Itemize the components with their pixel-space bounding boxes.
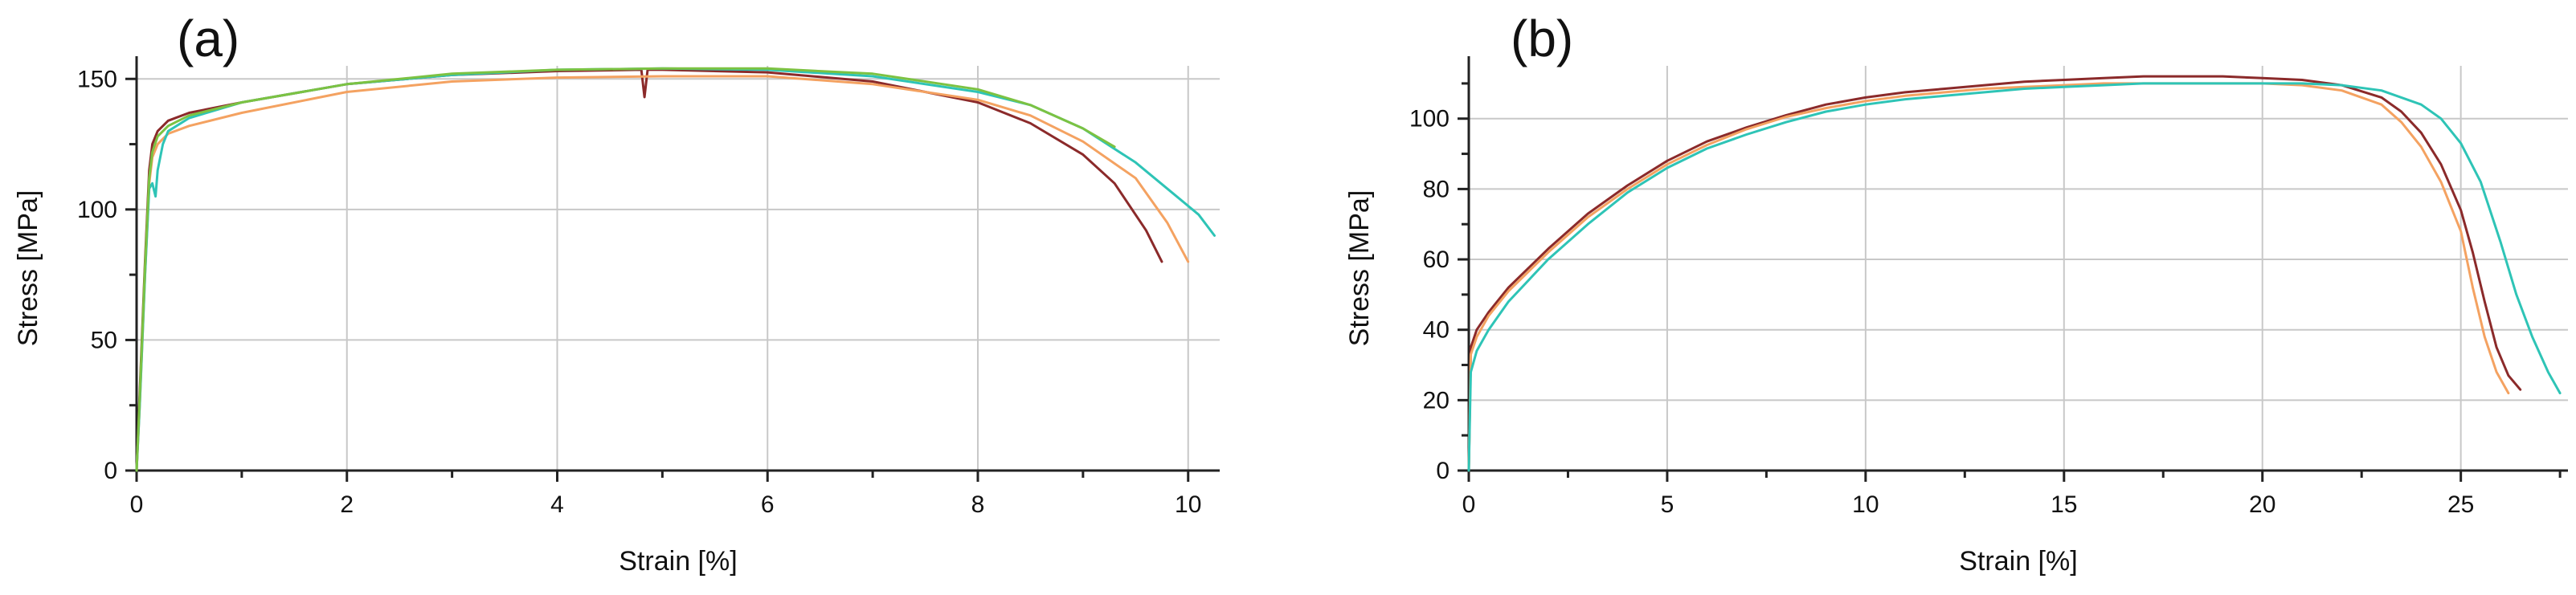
y-tick-label: 0 — [104, 458, 117, 484]
series-line-2 — [135, 75, 1190, 472]
x-tick-label: 0 — [130, 491, 144, 518]
series-line-3 — [135, 67, 1216, 472]
y-axis-label: Stress [MPa] — [1344, 190, 1375, 347]
series-line-4 — [135, 67, 1116, 472]
y-tick-label: 0 — [1436, 458, 1450, 484]
series-line-2 — [1467, 82, 2510, 472]
y-tick-label: 60 — [1423, 247, 1450, 273]
x-axis-label: Strain [%] — [619, 546, 737, 577]
x-tick-label: 5 — [1661, 491, 1674, 518]
y-tick-label: 80 — [1423, 176, 1450, 202]
x-tick-label: 25 — [2447, 491, 2474, 518]
y-axis-label: Stress [MPa] — [13, 190, 43, 347]
y-tick-label: 100 — [1409, 106, 1450, 132]
x-tick-label: 10 — [1175, 491, 1201, 518]
y-tick-label: 150 — [77, 66, 117, 92]
series-line-3 — [1467, 82, 2562, 472]
series-line-1 — [1467, 75, 2522, 472]
panel-label: (b) — [1511, 10, 1573, 67]
y-tick-label: 100 — [77, 197, 117, 223]
x-axis-label: Strain [%] — [1959, 546, 2077, 577]
series-line-1 — [135, 68, 1163, 472]
y-tick-label: 20 — [1423, 387, 1450, 414]
chart-panel-b: 0 5 10 15 20 25 0 20 40 60 80 100 Strain [%] Stress [… — [1344, 10, 2568, 577]
x-tick-label: 4 — [550, 491, 564, 518]
x-tick-label: 10 — [1852, 491, 1879, 518]
x-tick-label: 8 — [971, 491, 985, 518]
panel-label: (a) — [177, 10, 239, 67]
y-tick-label: 50 — [91, 327, 117, 353]
x-tick-label: 6 — [761, 491, 775, 518]
x-tick-label: 20 — [2249, 491, 2275, 518]
y-tick-label: 40 — [1423, 317, 1450, 344]
x-tick-label: 2 — [340, 491, 354, 518]
x-tick-label: 0 — [1462, 491, 1476, 518]
x-tick-label: 15 — [2051, 491, 2077, 518]
